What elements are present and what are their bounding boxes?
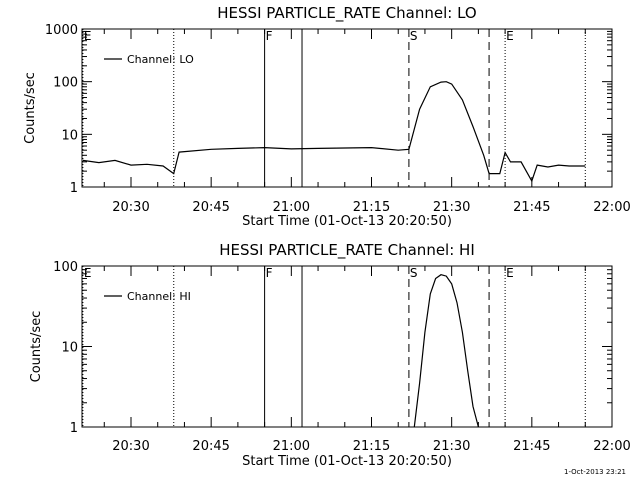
event-marker-label: F — [266, 29, 273, 43]
x-tick-label: 21:45 — [513, 439, 550, 454]
y-tick-label: 100 — [53, 260, 78, 275]
y-tick-label: 1 — [70, 421, 78, 436]
series-line — [413, 274, 479, 428]
y-axis-label: Counts/sec — [23, 72, 38, 144]
y-tick-label: 10 — [61, 341, 78, 356]
y-tick-label: 1000 — [45, 23, 78, 38]
x-tick-label: 21:15 — [353, 439, 390, 454]
legend-label: Channel: HI — [127, 290, 191, 303]
event-marker-label: E — [84, 266, 92, 280]
plot-frame — [81, 28, 613, 188]
x-tick-label: 21:00 — [273, 200, 310, 215]
x-tick-label: 21:30 — [433, 200, 470, 215]
x-tick-label: 20:30 — [112, 439, 149, 454]
event-marker-label: E — [506, 266, 514, 280]
chart-title: HESSI PARTICLE_RATE Channel: HI — [219, 241, 475, 260]
x-axis-label: Start Time (01-Oct-13 20:20:50) — [242, 454, 452, 469]
chart-panel-hi: HESSI PARTICLE_RATE Channel: HI 1 10 100 20:… — [29, 241, 631, 469]
x-tick-label: 20:45 — [192, 200, 229, 215]
event-marker-label: F — [266, 266, 273, 280]
y-tick-label: 100 — [53, 76, 78, 91]
x-tick-label: 20:30 — [112, 200, 149, 215]
event-marker-label: E — [84, 29, 92, 43]
x-tick-label: 21:45 — [513, 200, 550, 215]
y-tick-label: 1 — [70, 181, 78, 196]
legend-label: Channel: LO — [127, 53, 194, 66]
timestamp: 1-Oct-2013 23:21 — [564, 468, 626, 476]
x-tick-label: 21:15 — [353, 200, 390, 215]
x-axis-label: Start Time (01-Oct-13 20:20:50) — [242, 214, 452, 229]
y-tick-label: 10 — [61, 128, 78, 143]
x-tick-label: 22:00 — [593, 439, 630, 454]
y-axis-label: Counts/sec — [29, 311, 44, 383]
x-tick-label: 21:00 — [273, 439, 310, 454]
chart-title: HESSI PARTICLE_RATE Channel: LO — [217, 4, 476, 23]
chart-panel-lo: HESSI PARTICLE_RATE Channel: LO 1 10 100 100… — [23, 4, 631, 229]
x-tick-label: 20:45 — [192, 439, 229, 454]
event-marker-label: S — [410, 29, 418, 43]
x-tick-label: 22:00 — [593, 200, 630, 215]
x-tick-label: 21:30 — [433, 439, 470, 454]
event-marker-label: S — [410, 266, 418, 280]
series-line — [82, 81, 586, 183]
event-marker-label: E — [506, 29, 514, 43]
